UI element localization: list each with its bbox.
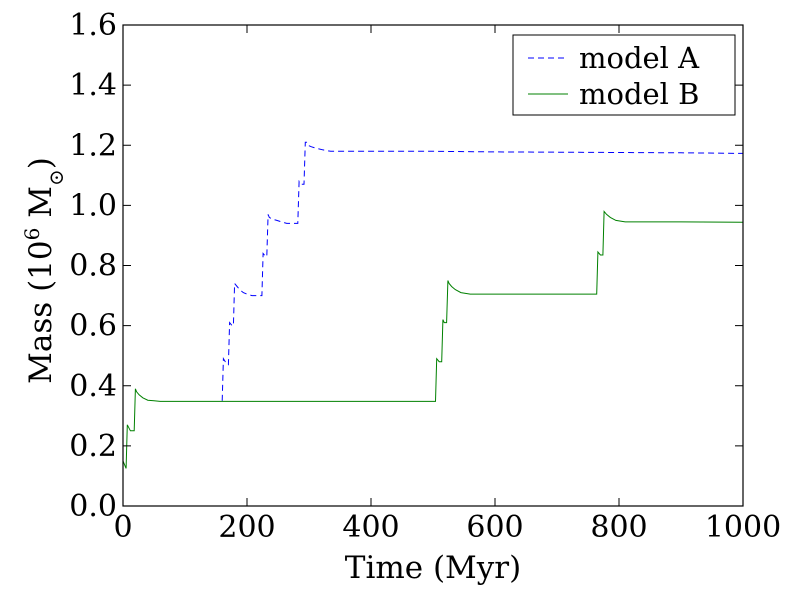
x-tick-label: 600: [466, 510, 523, 545]
series-line-model-b: [122, 210, 744, 469]
y-tick-label: 1.4: [69, 68, 117, 103]
y-axis-label-main: Mass (10: [23, 240, 59, 383]
y-axis-label-subscript: ⊙: [44, 169, 68, 186]
y-tick-label: 0.6: [69, 309, 117, 344]
x-axis-label: Time (Myr): [345, 550, 521, 586]
series-layer: [122, 141, 744, 469]
legend-label-model-b: model B: [579, 77, 700, 111]
legend-box: [512, 34, 736, 116]
x-tick-label: 0: [113, 510, 132, 545]
legend-label-model-a: model A: [579, 41, 700, 75]
ticks-layer: 0 200 400 600 800 1000 0.0 0.2 0.4 0.6 0.8 1.0 1.2 1.…: [69, 8, 781, 545]
y-tick-label: 0.4: [69, 369, 117, 404]
x-tick-label: 800: [590, 510, 647, 545]
x-tick-label: 200: [218, 510, 275, 545]
y-axis-label-exponent: 6: [20, 228, 44, 241]
y-tick-label: 0.2: [69, 429, 117, 464]
y-tick-label: 1.6: [69, 8, 117, 43]
y-tick-label: 0.8: [69, 249, 117, 284]
x-tick-label: 400: [342, 510, 399, 545]
y-tick-label: 1.2: [69, 128, 117, 163]
x-tick-label: 1000: [705, 510, 781, 545]
y-tick-label: 0.0: [69, 489, 117, 524]
y-axis-label: Mass (106 M⊙): [20, 157, 68, 384]
y-axis-label-unit: M: [23, 186, 59, 228]
y-tick-label: 1.0: [69, 188, 117, 223]
series-line-model-a: [221, 141, 744, 401]
y-axis-label-close: ): [23, 157, 59, 169]
